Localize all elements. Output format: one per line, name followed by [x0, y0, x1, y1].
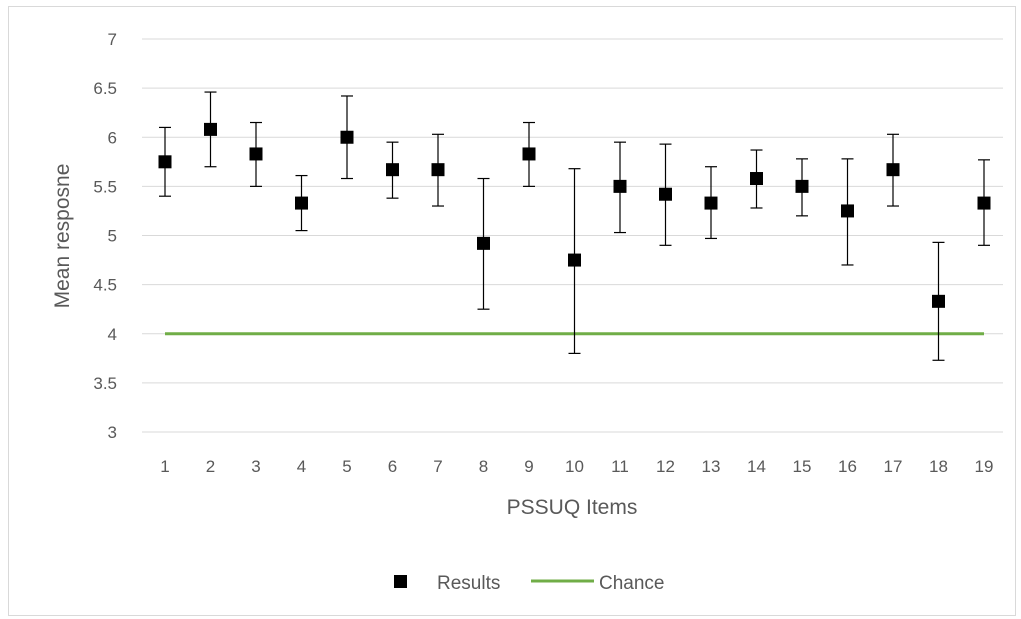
x-tick-label: 18 [929, 457, 948, 476]
x-tick-label: 3 [251, 457, 260, 476]
x-tick-label: 6 [388, 457, 397, 476]
x-tick-label: 5 [342, 457, 351, 476]
x-tick-label: 16 [838, 457, 857, 476]
legend-results-label: Results [437, 573, 500, 594]
data-point [249, 147, 263, 161]
y-tick-label: 6 [108, 128, 117, 147]
data-point [386, 163, 399, 177]
y-axis-ticks: 3 3.5 4 4.5 5 5.5 6 6.5 7 [93, 30, 117, 442]
data-point [750, 172, 763, 186]
data-point [295, 196, 308, 210]
legend-results-marker [394, 575, 407, 588]
data-point [568, 253, 581, 267]
error-bars [159, 91, 990, 361]
y-tick-label: 6.5 [93, 79, 117, 98]
chart-frame [8, 6, 1016, 616]
data-point [977, 196, 991, 210]
data-point [204, 122, 217, 136]
x-tick-label: 2 [206, 457, 215, 476]
x-tick-label: 8 [479, 457, 488, 476]
x-tick-label: 9 [524, 457, 533, 476]
y-tick-label: 7 [108, 30, 117, 49]
y-axis-title: Mean resposne [51, 164, 74, 309]
data-point [886, 163, 900, 177]
legend-chance-label: Chance [599, 573, 665, 594]
x-axis-ticks: 1 2 3 4 5 6 7 8 9 10 11 12 13 14 15 16 17 18 19 [160, 457, 993, 476]
gridlines [142, 38, 1003, 433]
y-tick-label: 5 [108, 227, 117, 246]
data-point [477, 236, 490, 250]
data-point [704, 196, 718, 210]
x-tick-label: 12 [656, 457, 675, 476]
y-tick-label: 3.5 [93, 374, 117, 393]
data-point [158, 155, 172, 169]
x-tick-label: 15 [793, 457, 812, 476]
x-tick-label: 19 [975, 457, 994, 476]
y-tick-label: 3 [108, 423, 117, 442]
x-tick-label: 11 [611, 457, 629, 476]
y-tick-label: 5.5 [93, 177, 117, 196]
legend: Results Chance [394, 573, 665, 594]
data-point [932, 294, 945, 308]
data-point [841, 204, 854, 218]
x-tick-label: 4 [297, 457, 306, 476]
data-point [795, 179, 809, 193]
x-tick-label: 10 [565, 457, 584, 476]
y-tick-label: 4.5 [93, 276, 117, 295]
x-tick-label: 13 [702, 457, 721, 476]
x-axis-title: PSSUQ Items [507, 496, 638, 519]
data-point [659, 187, 672, 201]
x-tick-label: 17 [884, 457, 903, 476]
x-tick-label: 7 [433, 457, 442, 476]
data-point [613, 179, 627, 193]
data-point [522, 147, 536, 161]
data-point [340, 130, 354, 144]
x-tick-label: 14 [747, 457, 766, 476]
data-point [431, 163, 445, 177]
x-tick-label: 1 [160, 457, 169, 476]
y-tick-label: 4 [108, 325, 117, 344]
results-series [158, 122, 991, 308]
